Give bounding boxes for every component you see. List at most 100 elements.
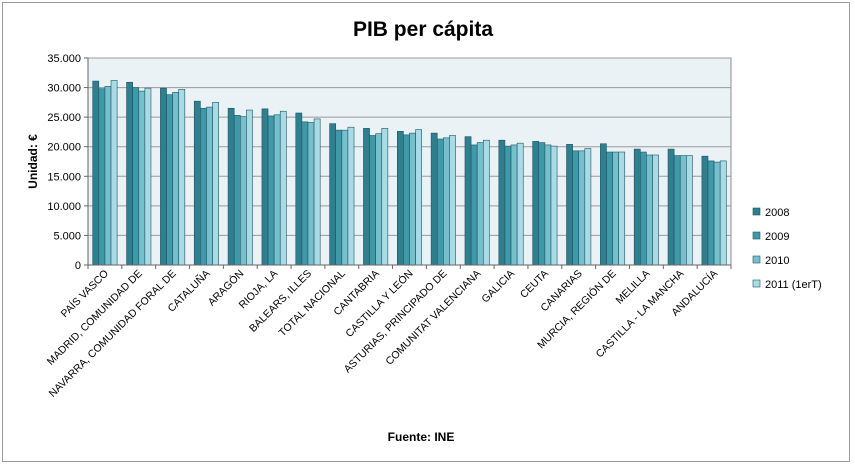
y-tick-label: 25.000 — [47, 112, 81, 124]
y-axis-label: Unidad: € — [26, 134, 40, 189]
bar-2010-10 — [443, 137, 450, 266]
bar-2008-17 — [667, 148, 675, 266]
legend-label: 2010 — [765, 255, 789, 267]
bar-2010-3 — [206, 106, 213, 266]
y-tick-label: 0 — [75, 260, 81, 272]
y-tick-label: 10.000 — [47, 201, 81, 213]
bar-2009-13 — [538, 142, 546, 266]
bar-2008-16 — [633, 148, 641, 266]
bar-2010-1 — [138, 90, 146, 266]
bar-2011-1ert--17 — [686, 155, 693, 266]
legend-swatch — [752, 207, 761, 216]
x-tick-label: BALEARS, ILLES — [247, 268, 314, 335]
legend-label: 2008 — [765, 207, 789, 219]
bar-2010-16 — [646, 154, 653, 266]
bar-2010-8 — [375, 133, 383, 266]
bar-2008-2 — [160, 87, 167, 266]
legend-swatch — [752, 255, 761, 264]
bar-2010-6 — [307, 122, 315, 266]
bar-2011-1ert--2 — [178, 89, 186, 266]
bar-2009-9 — [403, 134, 410, 266]
bar-2010-11 — [476, 142, 484, 266]
bar-2009-11 — [470, 144, 478, 266]
bar-2009-18 — [707, 160, 715, 266]
bar-2008-10 — [430, 132, 438, 266]
chart-frame: PIB per cápita 0 5.000 10.000 15.000 20.000 2… — [2, 2, 850, 462]
y-axis-ticks: 0 5.000 10.000 15.000 20.000 25.000 30.000 35.0… — [47, 53, 88, 272]
y-tick-label: 30.000 — [47, 83, 81, 95]
bar-2008-1 — [126, 81, 133, 266]
bar-2010-4 — [239, 116, 247, 266]
bar-2009-15 — [606, 151, 613, 266]
x-tick-label: CEUTA — [518, 268, 551, 301]
bar-2008-14 — [566, 144, 573, 266]
bar-2010-5 — [273, 114, 281, 266]
bar-2009-12 — [504, 145, 512, 266]
bar-2008-18 — [701, 155, 709, 266]
y-tick-label: 5.000 — [53, 230, 81, 242]
bar-2008-7 — [329, 123, 337, 266]
bar-2011-1ert--7 — [347, 126, 355, 266]
bar-2011-1ert--12 — [516, 142, 524, 266]
bar-2008-6 — [295, 112, 303, 266]
bar-2008-0 — [92, 80, 100, 266]
bar-2008-5 — [261, 108, 269, 266]
legend: 2008 2009 2010 2011 (1erT) — [752, 207, 822, 291]
bar-chart: PIB per cápita 0 5.000 10.000 15.000 20.000 2… — [26, 18, 822, 444]
bar-2010-17 — [679, 155, 687, 266]
bar-2009-2 — [166, 94, 173, 266]
chart-title: PIB per cápita — [353, 18, 493, 41]
bar-2008-15 — [600, 143, 607, 266]
legend-swatch — [752, 231, 761, 240]
y-tick-label: 20.000 — [47, 142, 81, 154]
bar-2011-1ert--18 — [719, 160, 727, 266]
bar-2011-1ert--3 — [212, 102, 219, 266]
bar-2010-12 — [510, 144, 518, 266]
bar-2011-1ert--6 — [313, 118, 321, 266]
bar-2010-15 — [612, 151, 619, 266]
bar-2008-8 — [363, 128, 370, 266]
legend-swatch — [752, 279, 761, 288]
legend-label: 2009 — [765, 231, 789, 243]
bar-2009-10 — [436, 138, 444, 266]
bar-2011-1ert--15 — [618, 151, 626, 266]
bar-2009-17 — [673, 155, 681, 266]
bar-2009-7 — [335, 129, 343, 266]
x-tick-label: NAVARRA, COMUNIDAD FORAL DE — [47, 268, 179, 400]
bar-2011-1ert--9 — [415, 129, 423, 266]
bar-2009-4 — [233, 115, 241, 266]
bar-2011-1ert--13 — [550, 145, 558, 266]
bar-2009-6 — [301, 121, 309, 266]
bar-2011-1ert--1 — [144, 87, 152, 266]
bar-2011-1ert--10 — [449, 135, 456, 266]
bar-2010-13 — [544, 144, 552, 266]
bar-2008-4 — [227, 107, 235, 266]
bars — [92, 80, 727, 266]
bar-2011-1ert--14 — [584, 148, 592, 266]
bar-2011-1ert--5 — [279, 110, 287, 266]
bar-2008-12 — [498, 139, 506, 266]
bar-2010-2 — [172, 92, 180, 266]
bar-2009-0 — [98, 88, 106, 266]
bar-2008-3 — [193, 100, 201, 266]
y-tick-label: 35.000 — [47, 53, 81, 65]
bar-2011-1ert--0 — [110, 80, 118, 266]
bar-2009-5 — [267, 115, 275, 266]
x-axis-label: Fuente: INE — [388, 430, 455, 444]
bar-2009-8 — [369, 135, 376, 266]
bar-2011-1ert--16 — [652, 154, 659, 266]
bar-2011-1ert--4 — [246, 109, 253, 266]
bar-2010-0 — [104, 86, 112, 266]
legend-label: 2011 (1erT) — [765, 279, 822, 291]
bar-2009-14 — [572, 150, 580, 266]
bar-2009-16 — [639, 151, 647, 266]
bar-2009-3 — [200, 107, 207, 266]
bar-2008-13 — [532, 141, 540, 266]
y-tick-label: 15.000 — [47, 171, 81, 183]
bar-2010-14 — [578, 150, 586, 266]
bar-2008-11 — [464, 136, 472, 266]
bar-2010-7 — [341, 129, 349, 266]
bar-2010-18 — [713, 161, 721, 266]
bar-2010-9 — [409, 132, 416, 266]
